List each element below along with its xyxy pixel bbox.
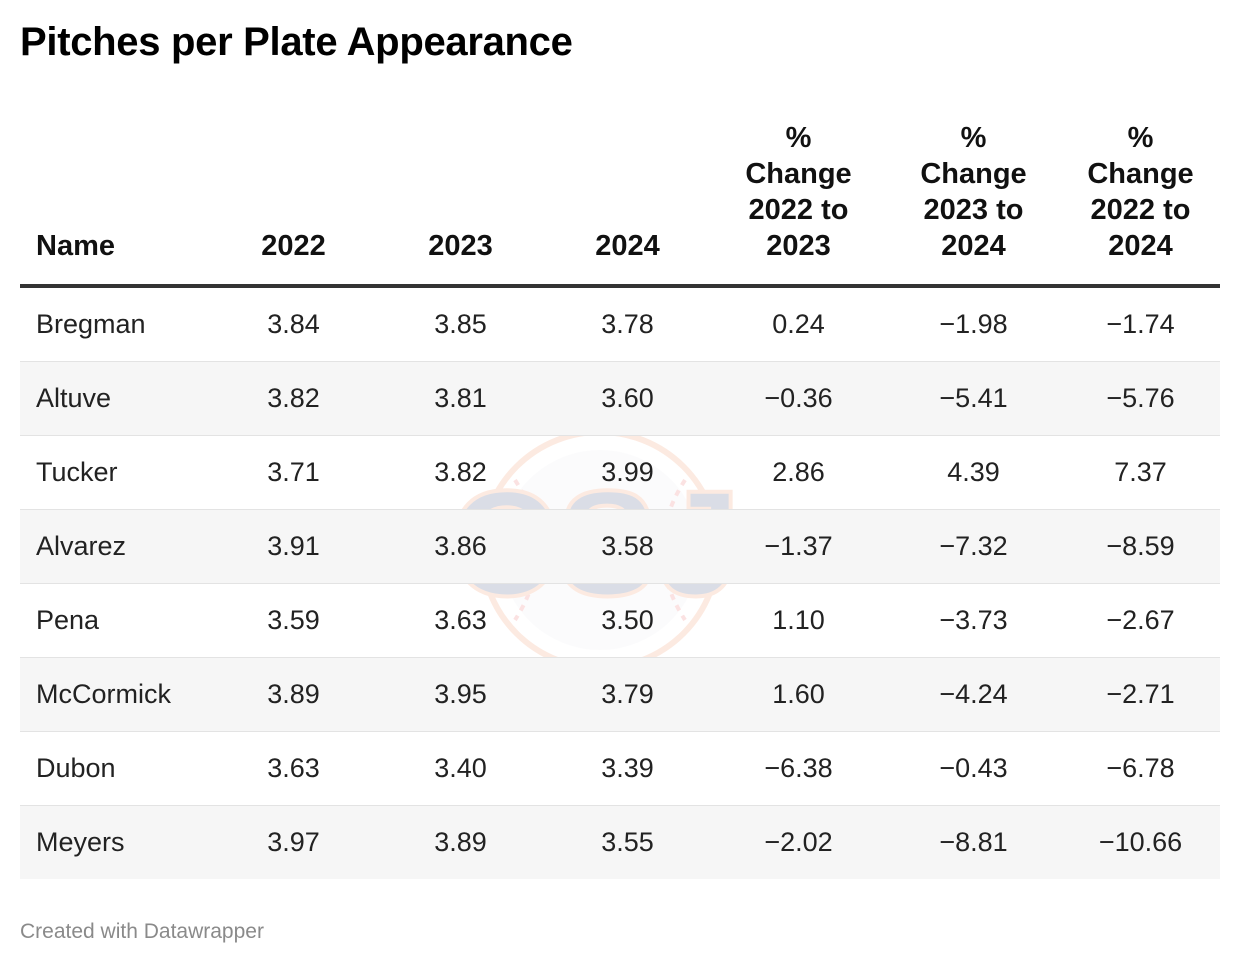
value-cell: 3.89: [377, 805, 544, 879]
column-header-line: 2024: [595, 230, 660, 262]
table-row: Bregman 3.84 3.85 3.78 0.24 −1.98 −1.74: [20, 286, 1220, 362]
value-cell: −0.43: [886, 731, 1061, 806]
value-cell: 3.86: [377, 509, 544, 584]
column-header[interactable]: 2022: [210, 120, 377, 288]
value-cell: −3.73: [886, 583, 1061, 658]
table-row: Dubon 3.63 3.40 3.39 −6.38 −0.43 −6.78: [20, 731, 1220, 806]
value-cell: 3.85: [377, 286, 544, 362]
value-cell: −1.74: [1061, 286, 1220, 362]
player-name-cell: Altuve: [20, 361, 210, 436]
table-body: Bregman 3.84 3.85 3.78 0.24 −1.98 −1.74 Altuve 3…: [20, 286, 1220, 879]
value-cell: −6.78: [1061, 731, 1220, 806]
value-cell: 3.78: [544, 286, 711, 362]
column-header[interactable]: % Change 2023 to 2024: [886, 120, 1061, 288]
value-cell: 0.24: [711, 286, 886, 362]
table-row: Tucker 3.71 3.82 3.99 2.86 4.39 7.37: [20, 435, 1220, 510]
value-cell: 3.71: [210, 435, 377, 510]
value-cell: −4.24: [886, 657, 1061, 732]
column-header-line: Change: [745, 158, 852, 190]
player-name-cell: Meyers: [20, 805, 210, 879]
page-title: Pitches per Plate Appearance: [20, 20, 573, 64]
column-header-line: Change: [1087, 158, 1194, 190]
value-cell: 3.39: [544, 731, 711, 806]
value-cell: −1.98: [886, 286, 1061, 362]
value-cell: −6.38: [711, 731, 886, 806]
value-cell: −5.41: [886, 361, 1061, 436]
column-header-line: 2023: [766, 230, 831, 262]
column-header[interactable]: 2024: [544, 120, 711, 288]
value-cell: −10.66: [1061, 805, 1220, 879]
column-header[interactable]: 2023: [377, 120, 544, 288]
value-cell: 3.79: [544, 657, 711, 732]
value-cell: −2.71: [1061, 657, 1220, 732]
column-header-line: 2024: [1108, 230, 1173, 262]
value-cell: −2.67: [1061, 583, 1220, 658]
value-cell: 3.55: [544, 805, 711, 879]
column-header[interactable]: Name: [20, 120, 210, 288]
value-cell: 3.60: [544, 361, 711, 436]
column-header-line: 2024: [941, 230, 1006, 262]
column-header[interactable]: % Change 2022 to 2023: [711, 120, 886, 288]
value-cell: −2.02: [711, 805, 886, 879]
value-cell: 1.60: [711, 657, 886, 732]
value-cell: −0.36: [711, 361, 886, 436]
column-header-line: 2023: [428, 230, 493, 262]
value-cell: 3.95: [377, 657, 544, 732]
column-header[interactable]: % Change 2022 to 2024: [1061, 120, 1220, 288]
value-cell: −1.37: [711, 509, 886, 584]
value-cell: −5.76: [1061, 361, 1220, 436]
column-header-line: %: [1127, 122, 1154, 154]
data-table: Name 2022 2023 2024% Change 2022 to 2023% Chang…: [20, 120, 1220, 879]
value-cell: 3.58: [544, 509, 711, 584]
value-cell: 1.10: [711, 583, 886, 658]
player-name-cell: Tucker: [20, 435, 210, 510]
table-row: Alvarez 3.91 3.86 3.58 −1.37 −7.32 −8.59: [20, 509, 1220, 584]
value-cell: 3.82: [377, 435, 544, 510]
player-name-cell: Pena: [20, 583, 210, 658]
value-cell: 3.40: [377, 731, 544, 806]
player-name-cell: Bregman: [20, 286, 210, 362]
value-cell: 3.89: [210, 657, 377, 732]
table-row: Meyers 3.97 3.89 3.55 −2.02 −8.81 −10.66: [20, 805, 1220, 879]
value-cell: 3.59: [210, 583, 377, 658]
value-cell: 7.37: [1061, 435, 1220, 510]
value-cell: 3.63: [377, 583, 544, 658]
value-cell: −7.32: [886, 509, 1061, 584]
column-header-line: %: [785, 122, 812, 154]
footer-credit: Created with Datawrapper: [20, 920, 264, 943]
column-header-line: Change: [920, 158, 1027, 190]
data-table-container: Name 2022 2023 2024% Change 2022 to 2023% Chang…: [20, 120, 1220, 879]
column-header-line: 2022: [261, 230, 326, 262]
value-cell: −8.81: [886, 805, 1061, 879]
value-cell: 3.81: [377, 361, 544, 436]
value-cell: 3.91: [210, 509, 377, 584]
value-cell: 3.97: [210, 805, 377, 879]
player-name-cell: McCormick: [20, 657, 210, 732]
column-header-line: %: [960, 122, 987, 154]
player-name-cell: Dubon: [20, 731, 210, 806]
column-header-line: 2022 to: [748, 194, 849, 226]
value-cell: 3.84: [210, 286, 377, 362]
table-header-row: Name 2022 2023 2024% Change 2022 to 2023% Chang…: [20, 120, 1220, 288]
column-header-line: 2022 to: [1090, 194, 1191, 226]
value-cell: 3.99: [544, 435, 711, 510]
value-cell: 3.82: [210, 361, 377, 436]
value-cell: 2.86: [711, 435, 886, 510]
player-name-cell: Alvarez: [20, 509, 210, 584]
table-row: Pena 3.59 3.63 3.50 1.10 −3.73 −2.67: [20, 583, 1220, 658]
value-cell: 3.63: [210, 731, 377, 806]
table-row: Altuve 3.82 3.81 3.60 −0.36 −5.41 −5.76: [20, 361, 1220, 436]
column-header-line: 2023 to: [923, 194, 1024, 226]
value-cell: 4.39: [886, 435, 1061, 510]
value-cell: −8.59: [1061, 509, 1220, 584]
column-header-line: Name: [36, 230, 115, 262]
table-row: McCormick 3.89 3.95 3.79 1.60 −4.24 −2.71: [20, 657, 1220, 732]
value-cell: 3.50: [544, 583, 711, 658]
